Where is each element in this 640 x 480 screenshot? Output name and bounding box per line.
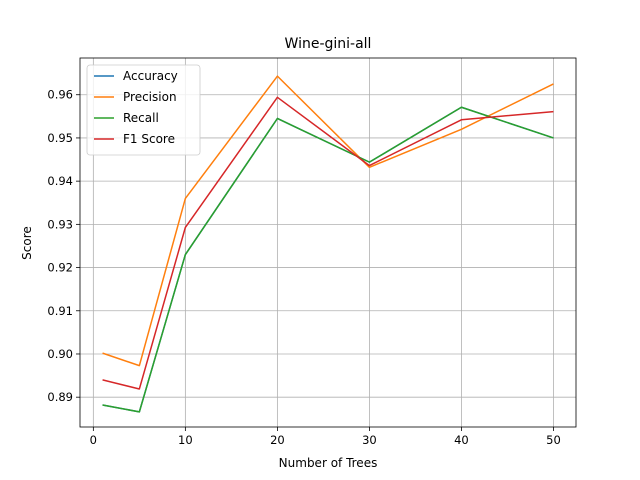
y-tick-label: 0.91 xyxy=(47,304,73,318)
series-line-recall xyxy=(102,106,554,413)
x-tick-label: 10 xyxy=(178,433,193,447)
y-axis-label: Score xyxy=(20,226,34,260)
series-line-precision xyxy=(102,75,554,367)
x-tick-label: 50 xyxy=(546,433,561,447)
legend: Accuracy Precision Recall F1 Score xyxy=(86,64,201,156)
axis-ticks: 0 10 20 30 40 50 0.89 0.90 0.91 0.92 0.93 0.94 0.95 0… xyxy=(47,88,560,447)
legend-box xyxy=(86,64,201,156)
x-axis-label: Number of Trees xyxy=(279,456,378,470)
y-tick-label: 0.92 xyxy=(47,261,73,275)
legend-label-accuracy: Accuracy xyxy=(123,69,178,83)
x-tick-label: 20 xyxy=(270,433,285,447)
series-lines xyxy=(102,75,554,413)
y-tick-label: 0.90 xyxy=(47,347,73,361)
series-line-f1-score xyxy=(102,96,554,390)
x-tick-label: 0 xyxy=(90,433,97,447)
x-tick-label: 40 xyxy=(454,433,469,447)
y-tick-label: 0.96 xyxy=(47,88,73,102)
chart-title: Wine-gini-all xyxy=(285,36,372,52)
legend-label-recall: Recall xyxy=(123,111,159,125)
y-tick-label: 0.89 xyxy=(47,390,73,404)
plot-frame xyxy=(79,57,577,428)
legend-label-f1-score: F1 Score xyxy=(123,132,175,146)
y-tick-label: 0.93 xyxy=(47,217,73,231)
y-tick-label: 0.94 xyxy=(47,174,73,188)
y-tick-label: 0.95 xyxy=(47,131,73,145)
x-tick-label: 30 xyxy=(362,433,377,447)
legend-label-precision: Precision xyxy=(123,90,177,104)
